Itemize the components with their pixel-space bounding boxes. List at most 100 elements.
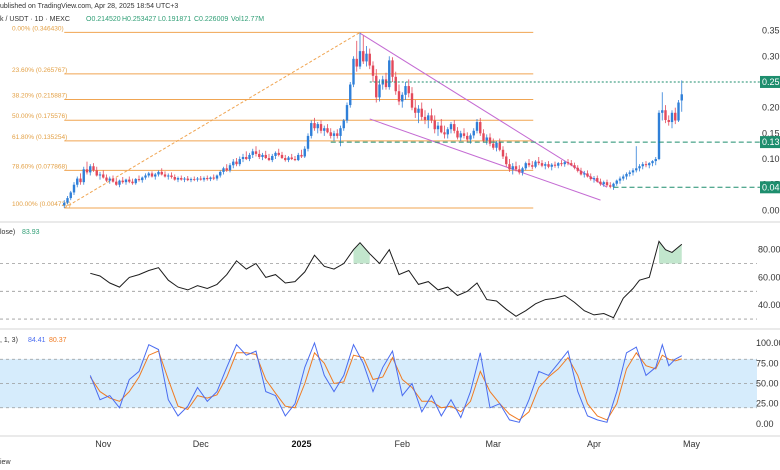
candle-body: [612, 183, 615, 187]
candle-body: [482, 133, 485, 141]
candle-body: [176, 178, 180, 180]
candle-body: [586, 173, 589, 177]
candle-body: [436, 125, 440, 130]
candle-body: [566, 162, 570, 164]
candle-body: [384, 79, 388, 88]
fib-label-1: 23.60% (0.265767): [12, 67, 67, 74]
candle-body: [459, 133, 462, 138]
rsi-value: 83.93: [22, 229, 40, 236]
candle-body: [397, 91, 401, 102]
candle-body: [235, 161, 238, 165]
price-tick-3: 0.15: [762, 128, 780, 138]
candle-body: [573, 165, 576, 168]
candle-body: [332, 133, 336, 136]
candle-body: [440, 125, 443, 133]
candle-body: [394, 76, 397, 92]
wedge-upper-line: [359, 32, 608, 188]
candle-body: [303, 148, 306, 157]
candle-body: [563, 162, 566, 165]
candle-body: [362, 51, 365, 62]
price-badge-text-0: 0.25: [762, 77, 780, 87]
candle-body: [355, 58, 358, 67]
candle-body: [677, 102, 680, 121]
candle-body: [579, 170, 583, 175]
candle-body: [92, 166, 95, 171]
candle-body: [202, 178, 206, 180]
candle-body: [674, 112, 677, 121]
candle-body: [485, 137, 488, 141]
wedge-lower-line: [369, 118, 601, 201]
open-value: O0.214520: [86, 16, 121, 23]
candle-body: [264, 154, 267, 159]
candle-body: [544, 164, 547, 166]
candle-body: [550, 164, 553, 167]
published-line: ublished on TradingView.com, Apr 28, 202…: [0, 3, 178, 10]
fib-label-3: 50.00% (0.175576): [12, 113, 67, 120]
candle-body: [417, 108, 420, 113]
fib-label-5: 78.60% (0.077868): [12, 163, 67, 170]
candle-body: [602, 182, 605, 185]
candle-body: [420, 108, 423, 117]
candle-body: [261, 154, 264, 157]
candle-body: [287, 157, 290, 161]
time-axis: Nov Dec 2025 Feb Mar Apr May: [95, 439, 700, 449]
candle-body: [638, 166, 641, 169]
price-tick-4: 0.20: [762, 103, 780, 113]
candle-body: [79, 178, 82, 183]
price-labels: 0.25 0.13 0.04: [330, 75, 780, 194]
stoch-tick-3: 75.00: [756, 358, 779, 368]
candle-body: [189, 179, 193, 181]
candle-body: [462, 133, 466, 136]
stoch-tick-1: 25.00: [756, 399, 779, 409]
x-tick-5: Apr: [587, 439, 601, 449]
x-tick-2: 2025: [291, 439, 311, 449]
candle-body: [306, 135, 310, 149]
volume-value: Vol12.77M: [231, 16, 264, 23]
candle-body: [329, 132, 332, 136]
candle-body: [644, 164, 648, 166]
price-badge-1: [760, 136, 780, 149]
candle-body: [527, 163, 531, 166]
fib-label-0: 0.00% (0.346430): [12, 25, 64, 32]
candle-body: [557, 163, 560, 166]
candle-body: [498, 142, 501, 150]
candle-body: [475, 122, 479, 131]
candle-body: [521, 168, 524, 173]
candle-body: [667, 119, 670, 123]
price-badge-2: [760, 181, 780, 194]
candle-body: [170, 175, 173, 178]
candle-body: [427, 115, 430, 120]
candle-body: [456, 130, 459, 138]
candle-body: [85, 169, 89, 173]
candle-body: [657, 112, 661, 160]
candle-body: [661, 110, 664, 113]
candle-body: [76, 178, 79, 185]
candle-body: [524, 163, 527, 169]
candle-body: [124, 179, 128, 183]
fib-label-2: 38.20% (0.215887): [12, 92, 67, 99]
candle-body: [111, 178, 115, 182]
candle-body: [388, 60, 391, 88]
candle-body: [592, 178, 596, 180]
candle-body: [147, 173, 150, 176]
candle-body: [410, 93, 414, 108]
candle-body: [215, 175, 219, 179]
candle-body: [222, 168, 225, 172]
candle-body: [121, 180, 124, 183]
high-value: H0.253427: [122, 16, 156, 23]
candle-body: [648, 163, 651, 166]
candle-body: [141, 177, 144, 181]
candle-body: [664, 110, 667, 120]
candle-body: [414, 107, 417, 113]
candle-body: [209, 177, 212, 180]
rsi-line: [90, 240, 683, 319]
candle-body: [258, 153, 261, 157]
candle-body: [547, 164, 550, 167]
candle-body: [368, 53, 371, 66]
candle-body: [342, 120, 345, 129]
candle-body: [199, 178, 202, 180]
candle-body: [631, 170, 635, 173]
candle-body: [375, 75, 378, 98]
candle-body: [212, 177, 215, 179]
candle-body: [173, 177, 176, 180]
